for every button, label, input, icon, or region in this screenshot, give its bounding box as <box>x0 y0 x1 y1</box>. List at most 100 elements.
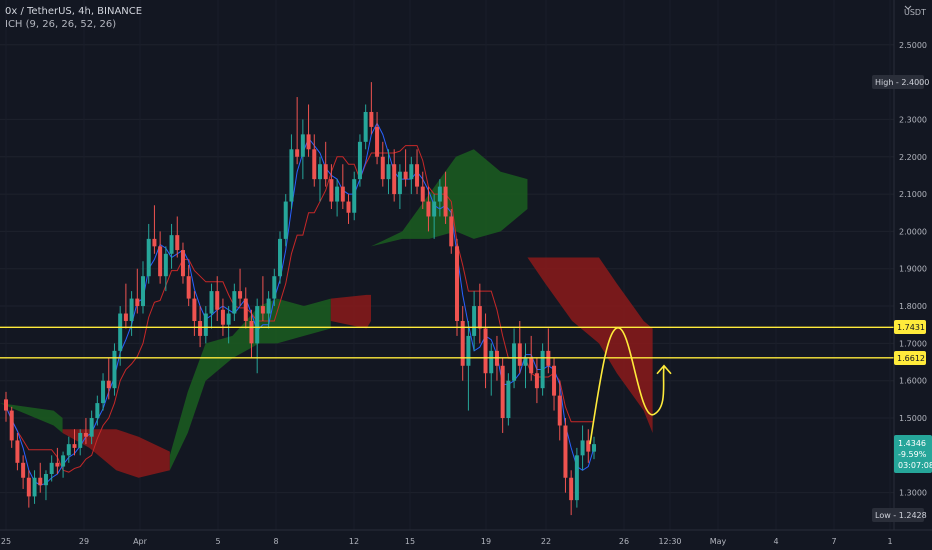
candle-body <box>135 298 140 307</box>
symbol-title[interactable]: 0x / TetherUS, 4h, BINANCE <box>5 6 143 17</box>
time-tick-label: 22 <box>541 537 551 546</box>
candle-body <box>243 298 248 321</box>
candle-body <box>369 111 374 127</box>
time-axis[interactable]: 25 29 Apr 5 8 12 15 19 22 26 12:30 May 4 7 1 <box>1 537 893 546</box>
candle-body <box>295 149 300 157</box>
lower-level-badge: 1.6612 <box>897 354 925 363</box>
current-change-badge: -9.59% <box>898 450 927 459</box>
candle-body <box>55 462 60 467</box>
candle-body <box>443 186 448 217</box>
candle-body <box>477 306 482 329</box>
time-tick-label: 4 <box>773 537 778 546</box>
candle-body <box>4 399 8 411</box>
candle-body <box>186 276 191 299</box>
projection-arrow-path[interactable] <box>589 327 665 445</box>
candle-body <box>437 186 442 202</box>
price-tick-label: 1.3000 <box>899 489 927 498</box>
candle-body <box>180 250 185 277</box>
ichimoku-base-line <box>5 145 594 473</box>
candle-body <box>266 298 271 314</box>
time-tick-label: 25 <box>1 537 11 546</box>
price-axis[interactable]: 2.5000 2.3000 2.2000 2.1000 2.0000 1.9000 1.80… <box>899 41 927 498</box>
cloud-segment <box>371 149 528 247</box>
candle-body <box>152 238 157 247</box>
projection-arrow-head <box>656 364 672 375</box>
ichimoku-cloud <box>0 149 653 478</box>
candle-body <box>363 111 368 142</box>
high-badge: High - 2.4000 <box>875 78 929 87</box>
candle-body <box>192 298 197 321</box>
current-price-badge: 1.4346 <box>898 439 926 448</box>
chevron-down-icon <box>904 5 912 10</box>
candle-body <box>397 171 402 195</box>
candle-countdown: 03:07:08 <box>898 461 932 470</box>
time-tick-label: Apr <box>133 537 148 546</box>
candle-body <box>574 455 579 501</box>
candle-body <box>32 477 37 497</box>
candle-body <box>403 171 408 180</box>
horizontal-levels[interactable] <box>0 326 894 359</box>
candle-body <box>569 477 574 501</box>
candle-body <box>352 179 357 213</box>
price-tick-label: 1.5000 <box>899 414 927 423</box>
candle-body <box>238 291 243 299</box>
price-tick-label: 1.6000 <box>899 377 927 386</box>
candle-body <box>220 309 225 325</box>
cloud-segment <box>0 403 63 433</box>
candle-body <box>517 343 522 366</box>
candle-body <box>118 313 123 351</box>
candle-body <box>312 149 317 180</box>
candle-body <box>163 253 168 277</box>
candle-body <box>329 179 334 202</box>
price-tick-label: 1.8000 <box>899 302 927 311</box>
candle-body <box>9 410 14 441</box>
price-tick-label: 2.0000 <box>899 227 927 236</box>
candle-body <box>500 365 505 419</box>
candle-body <box>78 432 83 448</box>
candle-body <box>95 403 100 419</box>
candle-body <box>89 418 94 437</box>
cloud-segment <box>527 257 653 433</box>
candle-body <box>506 380 511 419</box>
candle-body <box>249 320 254 344</box>
candle-body <box>255 306 260 344</box>
time-tick-label: 26 <box>619 537 629 546</box>
candle-body <box>72 444 77 448</box>
price-tick-label: 2.3000 <box>899 115 927 124</box>
candle-body <box>101 380 106 404</box>
candle-body <box>592 444 596 452</box>
time-tick-label: 5 <box>215 537 220 546</box>
candle-body <box>534 373 539 389</box>
candle-body <box>317 164 322 180</box>
candle-body <box>61 455 66 467</box>
cloud-segment <box>62 429 170 478</box>
candle-body <box>323 164 328 180</box>
time-tick-label: 29 <box>79 537 89 546</box>
candle-body <box>260 306 265 314</box>
candle-body <box>209 291 214 314</box>
candle-body <box>15 440 20 463</box>
price-tick-label: 1.7000 <box>899 339 927 348</box>
candle-body <box>66 444 71 456</box>
candle-body <box>175 235 180 251</box>
candle-body <box>454 246 459 321</box>
candle-body <box>586 440 591 452</box>
low-badge: Low - 1.2428 <box>875 511 927 520</box>
time-tick-label: 19 <box>481 537 491 546</box>
candle-body <box>375 126 380 157</box>
candle-body <box>83 432 88 437</box>
candle-body <box>49 462 54 475</box>
upper-level-badge: 1.7431 <box>897 323 925 332</box>
currency-label[interactable]: USDT <box>904 8 926 17</box>
candle-body <box>386 164 391 180</box>
candle-body <box>289 149 294 202</box>
price-tick-label: 2.2000 <box>899 153 927 162</box>
candle-body <box>540 350 545 389</box>
candle-body <box>552 365 557 396</box>
indicator-legend[interactable]: ICH (9, 26, 26, 52, 26) <box>5 19 117 30</box>
candle-body <box>557 395 562 426</box>
candle-body <box>26 477 31 497</box>
candle-body <box>283 201 288 239</box>
cloud-segment <box>330 294 372 329</box>
